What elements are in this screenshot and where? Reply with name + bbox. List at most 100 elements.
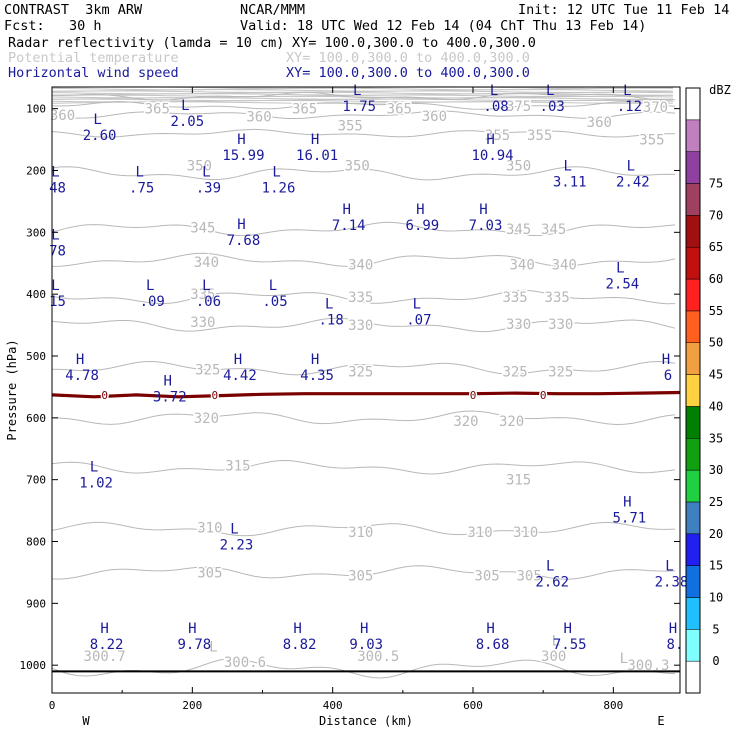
- colorbar-level-label: 50: [709, 336, 723, 350]
- theta-contour-line: [51, 101, 674, 104]
- x-tick-label: 0: [49, 699, 56, 712]
- theta-contour-label: 335: [545, 290, 570, 306]
- wind-extremum-value: 2.23: [220, 537, 254, 553]
- wind-extremum-marker: L: [51, 228, 59, 244]
- org-label: NCAR/MMM: [240, 2, 306, 18]
- wind-extremum-marker: H: [311, 352, 319, 368]
- wind-extremum-value: 2.62: [535, 575, 569, 591]
- theta-contour-label: 305: [197, 565, 222, 581]
- wind-extremum-value: 15.99: [222, 148, 264, 164]
- theta-contour-line: [51, 565, 676, 580]
- freezing-level: 0 0 0 0: [51, 387, 681, 403]
- theta-contour-label: 335: [190, 287, 215, 303]
- wind-extremum-marker: L: [202, 165, 210, 181]
- y-tick-label: 300: [26, 226, 46, 239]
- wind-extremum-value: 4.78: [65, 368, 99, 384]
- field-reflectivity-xy: XY= 100.0,300.0 to 400.0,300.0: [292, 35, 536, 51]
- theta-contour-label: 345: [541, 222, 566, 238]
- wind-extremum-marker: H: [311, 132, 319, 148]
- wind-extremum-value: .75: [129, 181, 154, 197]
- wind-extremum-marker: H: [188, 621, 196, 637]
- theta-contour-label: 325: [502, 364, 527, 380]
- wind-extremum-value: .09: [140, 294, 165, 310]
- wind-extremum-value: 2.42: [616, 174, 650, 190]
- theta-contour-label: 360: [422, 109, 447, 125]
- theta-contour-line: [51, 86, 674, 89]
- colorbar-level-label: 70: [709, 208, 723, 222]
- y-tick-label: 400: [26, 288, 46, 301]
- y-tick-label: 100: [26, 103, 46, 116]
- y-tick-label: 200: [26, 164, 46, 177]
- field-wind-xy: XY= 100.0,300.0 to 400.0,300.0: [286, 65, 530, 81]
- wind-extremum-value: .39: [196, 181, 221, 197]
- colorbar-swatch: [685, 374, 701, 407]
- colorbar-frame: [685, 87, 701, 694]
- theta-contour-line: [51, 91, 674, 95]
- colorbar-swatch: [685, 501, 701, 535]
- y-tick-label: 700: [26, 474, 46, 487]
- freezing-level-label: 0: [101, 389, 108, 402]
- theta-contour-label: 340: [194, 255, 219, 271]
- theta-contour-line: [51, 87, 674, 91]
- theta-contour-label: 350: [187, 159, 212, 175]
- x-tick-label: 200: [182, 699, 202, 712]
- colorbar-level-label: 35: [709, 431, 723, 445]
- y-tick-label: 600: [26, 412, 46, 425]
- forecast-hour: Fcst: 30 h: [4, 18, 102, 34]
- theta-contour-line: [51, 221, 676, 237]
- wind-extremum-value: 4.42: [223, 368, 257, 384]
- theta-contour-label: 315: [225, 458, 250, 474]
- theta-contour-label: 370: [643, 100, 668, 116]
- wind-extremum-marker: H: [100, 621, 108, 637]
- theta-contour-line: [51, 95, 674, 99]
- wind-extremum-marker: H: [76, 352, 84, 368]
- theta-low-marker: L: [620, 651, 628, 667]
- wind-extremum-value: 78: [49, 244, 66, 260]
- theta-contour-label: 340: [509, 257, 534, 273]
- y-tick-label: 500: [26, 350, 46, 363]
- freezing-level-line: [51, 390, 681, 399]
- theta-contour-label: 325: [548, 364, 573, 380]
- freezing-level-label: 0: [211, 389, 218, 402]
- theta-contour-line: [51, 93, 673, 96]
- colorbar-swatch: [685, 597, 701, 630]
- wind-extremum-marker: L: [230, 521, 238, 537]
- wind-extremum-marker: H: [416, 202, 424, 218]
- wind-extremum-marker: H: [479, 202, 487, 218]
- wind-extremum-value: .18: [319, 312, 344, 328]
- theta-contour-label: 330: [348, 318, 373, 334]
- field-theta-xy: XY= 100.0,300.0 to 400.0,300.0: [286, 50, 530, 66]
- wind-extremum-value: .12: [617, 99, 642, 115]
- wind-extremum-marker: L: [90, 460, 98, 476]
- wind-extremum-value: 7.55: [553, 637, 587, 653]
- colorbar-swatch: [685, 278, 701, 312]
- theta-contour-label: 300.3: [627, 658, 669, 674]
- colorbar-swatch: [685, 342, 701, 375]
- init-time: Init: 12 UTC Tue 11 Feb 14: [518, 2, 730, 18]
- theta-contour-label: 340: [348, 257, 373, 273]
- colorbar-level-label: 55: [709, 304, 723, 318]
- wind-extremum-value: 3.72: [153, 390, 187, 406]
- colorbar-level-label: 15: [709, 559, 723, 573]
- colorbar-level-label: 40: [709, 399, 723, 413]
- colorbar-swatch: [685, 310, 701, 343]
- wind-extremum-marker: H: [164, 374, 172, 390]
- wind-extremum-value: 8.: [667, 637, 684, 653]
- theta-contour-label: 345: [506, 222, 531, 238]
- wind-extremum-marker: H: [360, 621, 368, 637]
- wind-extremum-value: 1.02: [79, 476, 113, 492]
- theta-contour-line: [51, 94, 674, 97]
- wind-extremum-value: 2.38: [655, 575, 689, 591]
- colorbar-swatch: [685, 629, 701, 662]
- colorbar-swatch: [685, 215, 701, 248]
- theta-contour-label: 355: [338, 118, 363, 134]
- wind-extremum-value: 2.05: [170, 114, 204, 130]
- theta-contour-label: 340: [552, 257, 577, 273]
- theta-contour-label: 320: [453, 414, 478, 430]
- wind-extremum-marker: H: [486, 621, 494, 637]
- colorbar-swatch: [685, 246, 701, 280]
- wind-extremum-marker: L: [202, 278, 210, 294]
- theta-contour-label: 305: [474, 569, 499, 585]
- theta-contour-label: 345: [190, 220, 215, 236]
- theta-contour-line: [51, 90, 674, 93]
